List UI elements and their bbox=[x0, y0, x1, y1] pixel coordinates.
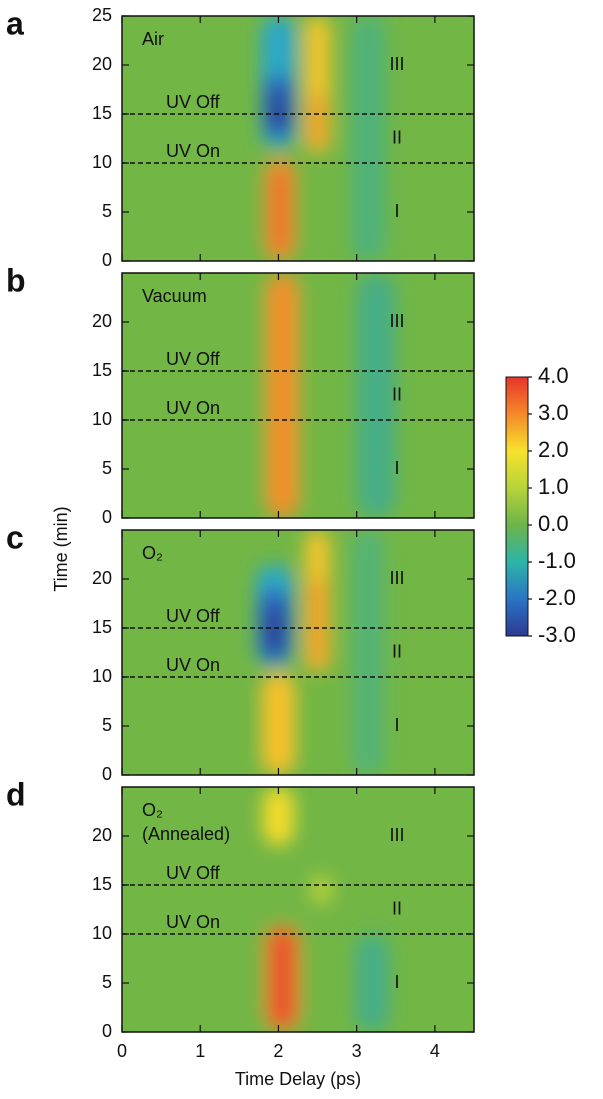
heatmap bbox=[122, 787, 474, 1032]
uv-label: UV Off bbox=[166, 606, 221, 626]
uv-label: UV Off bbox=[166, 349, 221, 369]
y-tick-label: 5 bbox=[102, 201, 112, 221]
uv-label: UV On bbox=[166, 655, 220, 675]
x-axis-label: Time Delay (ps) bbox=[235, 1069, 361, 1089]
heatmap-background bbox=[122, 530, 474, 775]
panel-letter: c bbox=[6, 519, 24, 555]
region-label: III bbox=[389, 825, 404, 845]
x-tick-label: 1 bbox=[195, 1041, 205, 1061]
heatmap-background bbox=[122, 16, 474, 261]
heatmap-feature bbox=[272, 167, 288, 252]
panel-title: O₂ bbox=[142, 543, 163, 563]
y-tick-label: 15 bbox=[92, 617, 112, 637]
region-label: II bbox=[392, 384, 402, 404]
region-label: I bbox=[394, 201, 399, 221]
uv-label: UV On bbox=[166, 912, 220, 932]
x-tick-label: 3 bbox=[352, 1041, 362, 1061]
y-tick-label: 20 bbox=[92, 568, 112, 588]
plot-frame bbox=[121, 272, 475, 519]
x-tick-label: 4 bbox=[430, 1041, 440, 1061]
heatmap-features bbox=[255, 530, 385, 775]
region-label: II bbox=[392, 898, 402, 918]
y-axis-label: Time (min) bbox=[51, 506, 71, 591]
region-label: II bbox=[392, 127, 402, 147]
heatmap-feature bbox=[261, 672, 296, 775]
y-tick-label: 0 bbox=[102, 764, 112, 784]
region-label: III bbox=[389, 311, 404, 331]
panel-letter: b bbox=[6, 262, 26, 298]
plot-frame bbox=[121, 529, 475, 776]
panel-letter: a bbox=[6, 5, 24, 41]
heatmap-features bbox=[261, 16, 386, 261]
heatmap-feature bbox=[351, 16, 386, 261]
panel-letter: d bbox=[6, 776, 26, 812]
colorbar-tick-label: 1.0 bbox=[538, 474, 569, 499]
y-tick-label: 5 bbox=[102, 715, 112, 735]
heatmap-feature bbox=[264, 608, 285, 653]
y-tick-label: 0 bbox=[102, 507, 112, 527]
heatmap-features bbox=[262, 787, 390, 1032]
panel-title: O₂ bbox=[142, 800, 163, 820]
heatmap-feature bbox=[310, 875, 333, 905]
heatmap bbox=[122, 530, 474, 775]
y-tick-label: 10 bbox=[92, 923, 112, 943]
plot-frame bbox=[121, 786, 475, 1033]
heatmap bbox=[122, 273, 474, 518]
y-tick-label: 15 bbox=[92, 874, 112, 894]
colorbar-tick-label: 4.0 bbox=[538, 363, 569, 388]
heatmap-feature bbox=[309, 94, 326, 149]
y-tick-label: 10 bbox=[92, 152, 112, 172]
uv-label: UV On bbox=[166, 398, 220, 418]
y-tick-label: 15 bbox=[92, 360, 112, 380]
y-tick-label: 20 bbox=[92, 54, 112, 74]
region-label: I bbox=[394, 458, 399, 478]
x-tick-label: 2 bbox=[273, 1041, 283, 1061]
region-label: I bbox=[394, 972, 399, 992]
y-tick-label: 0 bbox=[102, 250, 112, 270]
colorbar-tick-label: -2.0 bbox=[538, 585, 576, 610]
region-label: I bbox=[394, 715, 399, 735]
y-tick-label: 5 bbox=[102, 972, 112, 992]
colorbar-tick-label: -3.0 bbox=[538, 622, 576, 647]
region-label: III bbox=[389, 568, 404, 588]
panel-title: Vacuum bbox=[142, 286, 207, 306]
heatmap-feature bbox=[355, 934, 390, 1032]
uv-label: UV Off bbox=[166, 863, 221, 883]
colorbar-tick-label: 2.0 bbox=[538, 437, 569, 462]
colorbar-tick-label: 0.0 bbox=[538, 511, 569, 536]
y-tick-label: 10 bbox=[92, 409, 112, 429]
region-label: III bbox=[389, 54, 404, 74]
uv-label: UV On bbox=[166, 141, 220, 161]
heatmap-feature bbox=[271, 929, 294, 1028]
uv-label: UV Off bbox=[166, 92, 221, 112]
plot-frame bbox=[121, 15, 475, 262]
heatmap-feature bbox=[309, 579, 326, 668]
region-label: II bbox=[392, 641, 402, 661]
heatmap-features bbox=[265, 273, 396, 518]
heatmap-feature bbox=[262, 787, 295, 846]
y-tick-label: 20 bbox=[92, 311, 112, 331]
heatmap-feature bbox=[269, 94, 288, 129]
y-tick-label: 15 bbox=[92, 103, 112, 123]
heatmap-feature bbox=[356, 273, 396, 518]
panel-subtitle: (Annealed) bbox=[142, 824, 230, 844]
y-tick-label: 20 bbox=[92, 825, 112, 845]
colorbar bbox=[505, 376, 529, 637]
y-tick-label: 10 bbox=[92, 666, 112, 686]
heatmap-feature bbox=[352, 530, 385, 775]
colorbar-tick-label: 3.0 bbox=[538, 400, 569, 425]
x-tick-label: 0 bbox=[117, 1041, 127, 1061]
panel-title: Air bbox=[142, 29, 164, 49]
y-tick-label: 0 bbox=[102, 1021, 112, 1041]
y-tick-label: 25 bbox=[92, 5, 112, 25]
heatmap bbox=[122, 16, 474, 261]
heatmap-feature bbox=[272, 273, 292, 518]
y-tick-label: 5 bbox=[102, 458, 112, 478]
colorbar-tick-label: -1.0 bbox=[538, 548, 576, 573]
